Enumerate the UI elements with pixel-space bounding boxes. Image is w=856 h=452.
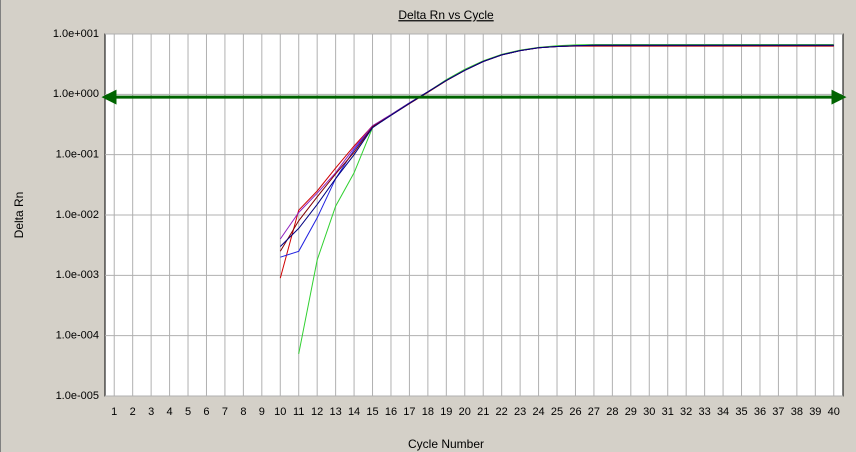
y-tick-label: 1.0e+000 <box>53 88 99 100</box>
x-tick-label: 24 <box>532 406 544 418</box>
x-tick-label: 14 <box>348 406 360 418</box>
x-tick-label: 2 <box>130 406 136 418</box>
x-tick-label: 33 <box>699 406 711 418</box>
x-tick-label: 17 <box>403 406 415 418</box>
y-tick-label: 1.0e-004 <box>56 330 99 342</box>
x-tick-label: 30 <box>643 406 655 418</box>
x-tick-label: 1 <box>111 406 117 418</box>
x-tick-label: 6 <box>203 406 209 418</box>
x-tick-label: 36 <box>754 406 766 418</box>
x-tick-label: 26 <box>569 406 581 418</box>
x-tick-label: 34 <box>717 406 729 418</box>
x-tick-label: 23 <box>514 406 526 418</box>
x-tick-label: 20 <box>459 406 471 418</box>
series-line <box>279 44 834 247</box>
y-tick-label: 1.0e-005 <box>56 390 99 402</box>
x-axis-label: Cycle Number <box>408 437 484 451</box>
x-tick-label: 12 <box>311 406 323 418</box>
x-tick-label: 28 <box>606 406 618 418</box>
y-tick-label: 1.0e-003 <box>56 269 99 281</box>
x-tick-label: 13 <box>330 406 342 418</box>
x-tick-label: 5 <box>185 406 191 418</box>
x-tick-label: 7 <box>222 406 228 418</box>
x-tick-label: 37 <box>772 406 784 418</box>
x-tick-label: 9 <box>259 406 265 418</box>
x-tick-label: 16 <box>385 406 397 418</box>
x-tick-label: 32 <box>680 406 692 418</box>
x-tick-label: 35 <box>735 406 747 418</box>
x-tick-label: 18 <box>422 406 434 418</box>
y-tick-label: 1.0e+001 <box>53 28 99 40</box>
x-tick-label: 31 <box>662 406 674 418</box>
y-axis-label: Delta Rn <box>12 192 26 239</box>
chart-title: Delta Rn vs Cycle <box>398 8 494 22</box>
x-tick-label: 19 <box>440 406 452 418</box>
x-tick-label: 40 <box>828 406 840 418</box>
x-tick-label: 22 <box>496 406 508 418</box>
y-tick-label: 1.0e-002 <box>56 209 99 221</box>
x-tick-label: 8 <box>240 406 246 418</box>
x-tick-label: 38 <box>791 406 803 418</box>
x-tick-label: 15 <box>366 406 378 418</box>
y-tick-label: 1.0e-001 <box>56 149 99 161</box>
x-tick-label: 10 <box>274 406 286 418</box>
x-tick-label: 21 <box>477 406 489 418</box>
x-tick-label: 29 <box>625 406 637 418</box>
x-tick-label: 11 <box>293 406 304 418</box>
x-tick-label: 25 <box>551 406 563 418</box>
x-tick-label: 3 <box>148 406 154 418</box>
x-tick-label: 39 <box>809 406 821 418</box>
x-tick-label: 27 <box>588 406 600 418</box>
x-tick-label: 4 <box>167 406 173 418</box>
